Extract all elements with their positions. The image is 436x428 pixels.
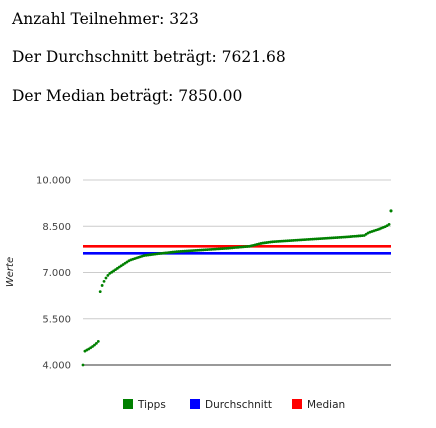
median-value: Der Median beträgt: 7850.00 bbox=[12, 87, 243, 105]
participant-count: Anzahl Teilnehmer: 323 bbox=[12, 10, 199, 28]
average-value: Der Durchschnitt beträgt: 7621.68 bbox=[12, 48, 286, 66]
y-tick-label: 7.000 bbox=[42, 268, 71, 279]
tipps-point bbox=[102, 279, 106, 283]
legend-item-tipps: Tipps bbox=[123, 399, 166, 411]
legend-label: Durchschnitt bbox=[205, 399, 272, 411]
tipps-point bbox=[389, 209, 393, 213]
legend-item-median: Median bbox=[292, 399, 345, 411]
tipps-point bbox=[100, 284, 104, 287]
y-axis-title: Werte bbox=[5, 257, 16, 287]
legend: Tipps Durchschnitt Median bbox=[123, 399, 345, 411]
legend-label: Tipps bbox=[137, 399, 166, 411]
legend-label: Median bbox=[307, 399, 345, 411]
legend-swatch bbox=[190, 399, 200, 409]
y-tick-labels: 4.000 5.500 7.000 8.500 10.000 bbox=[36, 176, 71, 372]
tipps-point bbox=[93, 343, 96, 347]
legend-swatch bbox=[292, 399, 302, 409]
tipps-point bbox=[104, 276, 108, 280]
tipps-point bbox=[106, 273, 110, 277]
tipps-series bbox=[81, 209, 393, 367]
tips-chart: 4.000 5.500 7.000 8.500 10.000 Werte Tipps Du… bbox=[5, 176, 393, 411]
reference-lines bbox=[83, 244, 391, 255]
grid-lines bbox=[83, 179, 391, 366]
tipps-point bbox=[91, 345, 94, 348]
legend-item-durchschnitt: Durchschnitt bbox=[190, 399, 272, 411]
y-tick-label: 10.000 bbox=[36, 176, 71, 187]
legend-swatch bbox=[123, 399, 133, 409]
y-tick-label: 4.000 bbox=[42, 361, 71, 372]
tipps-point bbox=[81, 363, 85, 367]
tipps-point bbox=[94, 341, 98, 345]
tipps-point bbox=[387, 223, 391, 226]
tipps-point bbox=[98, 290, 102, 294]
tipps-point bbox=[96, 340, 100, 343]
y-tick-label: 8.500 bbox=[42, 222, 71, 233]
y-tick-label: 5.500 bbox=[42, 314, 71, 325]
